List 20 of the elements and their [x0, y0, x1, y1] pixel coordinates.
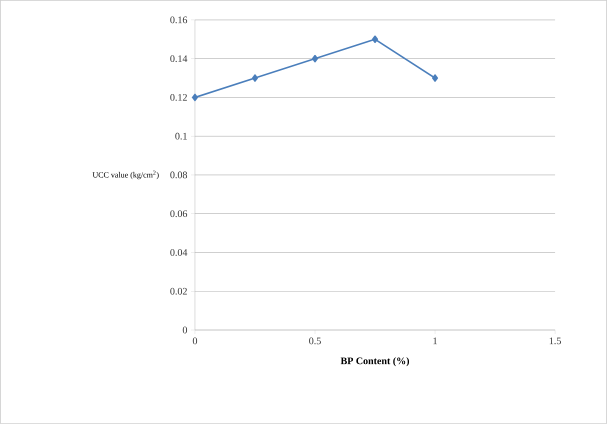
y-tick-label: 0.12: [170, 94, 187, 101]
point: [252, 74, 258, 82]
point: [312, 54, 318, 62]
x-tick-label: 1.5: [550, 338, 561, 344]
point: [372, 36, 378, 44]
x-tick-label: 0: [192, 338, 198, 344]
y-tick-label: 0.1: [175, 132, 187, 140]
y-tick-label: 0.16: [170, 16, 188, 24]
point: [432, 74, 438, 82]
y-tick-label: 0.06: [170, 210, 188, 218]
x-tick-label: 1: [433, 338, 437, 344]
y-tick-label: 0.14: [170, 55, 188, 62]
y-tick-label: 0: [182, 326, 188, 334]
x-tick-label: 0.5: [309, 338, 321, 344]
y-axis-title: UCC value (kg/cm$^{2}$): [92, 170, 159, 180]
x-axis-title: BP Content (%): [340, 357, 410, 366]
y-tick-label: 0.08: [170, 172, 188, 178]
point: [192, 94, 198, 102]
y-tick-label: 0.02: [170, 288, 187, 295]
y-tick-label: 0.04: [170, 249, 188, 256]
